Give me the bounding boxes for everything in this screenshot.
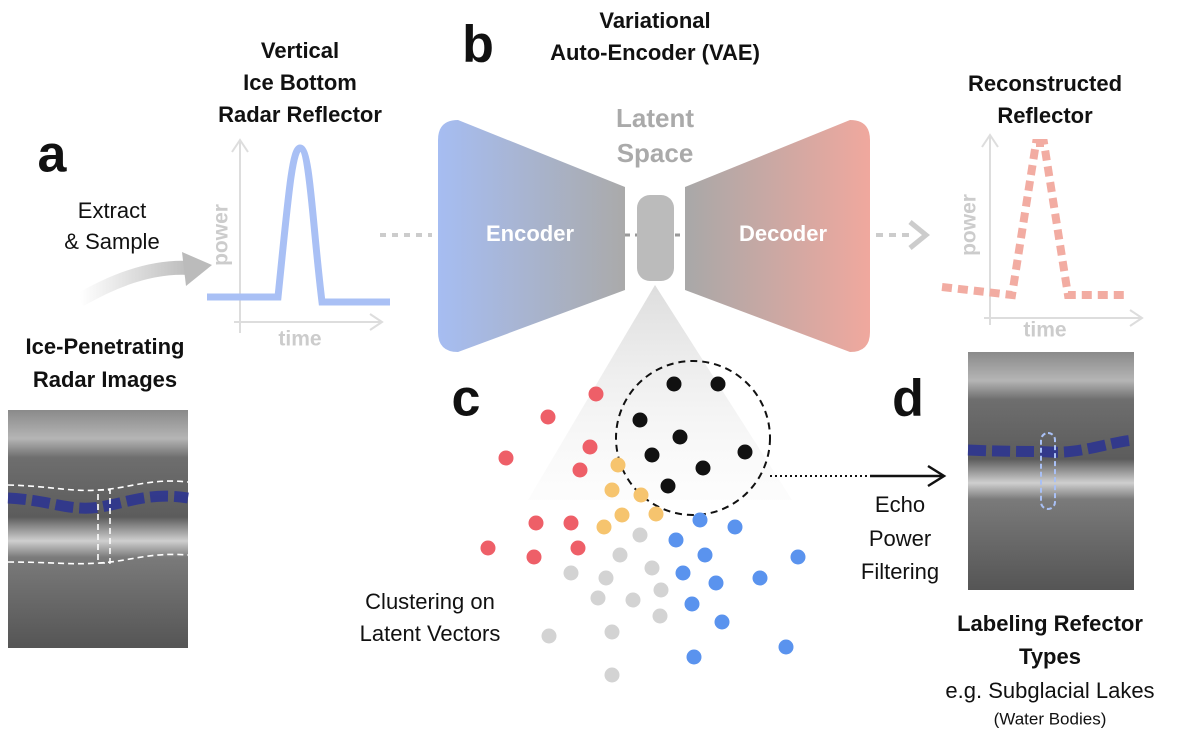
action-label: Extract [78, 198, 146, 223]
latent-dot [684, 596, 700, 612]
latent-space [637, 195, 674, 281]
latent-dot [528, 515, 544, 531]
latent-dot [604, 482, 620, 498]
output-note: (Water Bodies) [994, 709, 1107, 728]
latent-dot [708, 575, 724, 591]
reflector-curve [207, 144, 390, 306]
latent-dot [714, 614, 730, 630]
reflector-title: Ice Bottom [243, 70, 357, 95]
decoder-label: Decoder [739, 221, 827, 246]
latent-dot [653, 582, 669, 598]
latent-dot [563, 515, 579, 531]
filter-caption: Power [869, 526, 931, 551]
latent-dot [644, 560, 660, 576]
input-title: Radar Images [33, 367, 177, 392]
filter-caption: Filtering [861, 559, 939, 584]
latent-dot [563, 565, 579, 581]
latent-dot [612, 547, 628, 563]
encoder-label: Encoder [486, 221, 574, 246]
sample-box [7, 480, 189, 565]
latent-dot [582, 439, 598, 455]
latent-dot [604, 624, 620, 640]
latent-dot [541, 628, 557, 644]
action-label: & Sample [64, 229, 159, 254]
arrow-head [182, 252, 212, 286]
axes [231, 138, 384, 333]
latent-dot [633, 487, 649, 503]
latent-dot [666, 376, 682, 392]
latent-dot [737, 444, 753, 460]
vae-title: Auto-Encoder (VAE) [550, 40, 760, 65]
latent-label: Space [617, 138, 694, 168]
panel-label: a [38, 126, 68, 184]
latent-dot [614, 507, 630, 523]
extract-arrow [76, 260, 191, 307]
encoder [438, 120, 625, 352]
clustering-caption: Clustering on [365, 589, 495, 614]
latent-dot [572, 462, 588, 478]
latent-dot [570, 540, 586, 556]
latent-dot [692, 512, 708, 528]
output-title: Types [1019, 644, 1081, 669]
latent-dot [540, 409, 556, 425]
latent-dot [710, 376, 726, 392]
arrow-head [908, 220, 930, 250]
latent-dot [590, 590, 606, 606]
latent-dot [672, 429, 688, 445]
latent-dot [604, 667, 620, 683]
input-title: Ice-Penetrating [26, 334, 185, 359]
x-axis-label: time [1023, 319, 1066, 342]
decoder [685, 120, 870, 352]
latent-dot [675, 565, 691, 581]
latent-dot [695, 460, 711, 476]
latent-dot [778, 639, 794, 655]
reflector-line [967, 434, 1135, 458]
latent-label: Latent [616, 103, 694, 133]
panel-label: d [892, 370, 924, 428]
latent-dot [660, 478, 676, 494]
x-axis-label: time [278, 328, 321, 351]
y-axis-label: power [958, 194, 981, 256]
filter-caption: Echo [875, 492, 925, 517]
reflector-title: Radar Reflector [218, 102, 382, 127]
arrow-head [927, 464, 947, 488]
latent-dot [790, 549, 806, 565]
output-title: Labeling Refector [957, 611, 1143, 636]
latent-dot [648, 506, 664, 522]
vae-title: Variational [599, 8, 710, 33]
latent-dot [727, 519, 743, 535]
projection-cone [528, 285, 792, 500]
latent-dot [632, 412, 648, 428]
latent-dot [480, 540, 496, 556]
latent-dot [596, 519, 612, 535]
latent-dot [752, 570, 768, 586]
y-axis-label: power [210, 204, 233, 266]
panel-label: b [462, 16, 494, 74]
output-example: e.g. Subglacial Lakes [945, 678, 1154, 703]
latent-dot [686, 649, 702, 665]
latent-dot [644, 447, 660, 463]
radar-image [968, 352, 1134, 590]
latent-dots [480, 376, 806, 683]
latent-dot [498, 450, 514, 466]
reflector-title: Vertical [261, 38, 339, 63]
reflector-line [7, 490, 189, 514]
lake-marker [1040, 432, 1056, 510]
latent-dot [588, 386, 604, 402]
reconstruction-curve [941, 139, 1128, 300]
latent-dot [697, 547, 713, 563]
latent-dot [526, 549, 542, 565]
latent-dot [625, 592, 641, 608]
latent-dot [668, 532, 684, 548]
latent-dot [598, 570, 614, 586]
latent-dot [610, 457, 626, 473]
latent-dot [652, 608, 668, 624]
panel-label: c [452, 370, 481, 428]
cluster-circle [615, 360, 771, 516]
clustering-caption: Latent Vectors [360, 621, 501, 646]
latent-dot [632, 527, 648, 543]
reconstruction-title: Reconstructed [968, 71, 1122, 96]
reconstruction-title: Reflector [997, 103, 1093, 128]
